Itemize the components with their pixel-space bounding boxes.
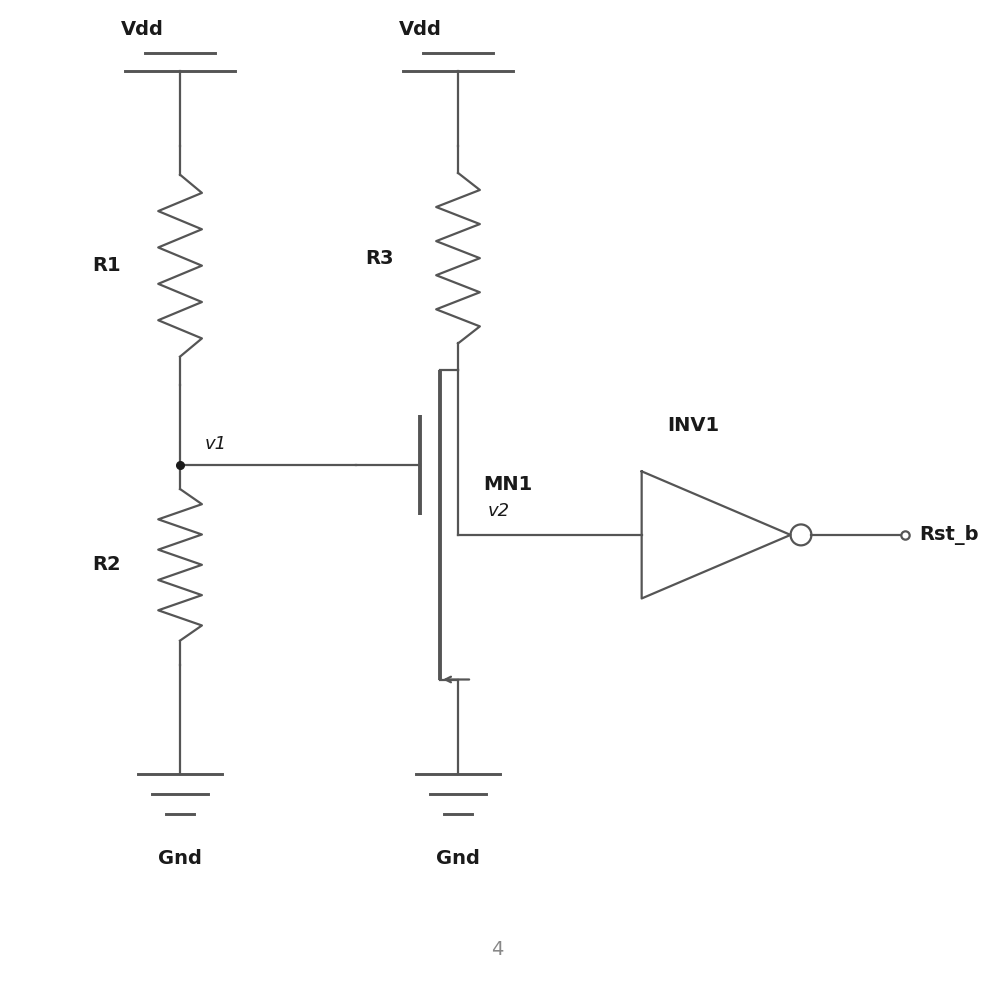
Text: Rst_b: Rst_b [919, 525, 979, 545]
Text: 4: 4 [492, 940, 503, 959]
Text: R3: R3 [365, 249, 394, 268]
Text: INV1: INV1 [668, 416, 720, 435]
Text: R2: R2 [92, 555, 121, 574]
Text: Vdd: Vdd [399, 20, 442, 39]
Text: v1: v1 [205, 435, 227, 453]
Text: R1: R1 [92, 256, 121, 275]
Text: v2: v2 [488, 502, 509, 520]
Text: Gnd: Gnd [436, 849, 480, 868]
Text: MN1: MN1 [483, 475, 532, 494]
Text: Gnd: Gnd [159, 849, 202, 868]
Text: Vdd: Vdd [121, 20, 164, 39]
